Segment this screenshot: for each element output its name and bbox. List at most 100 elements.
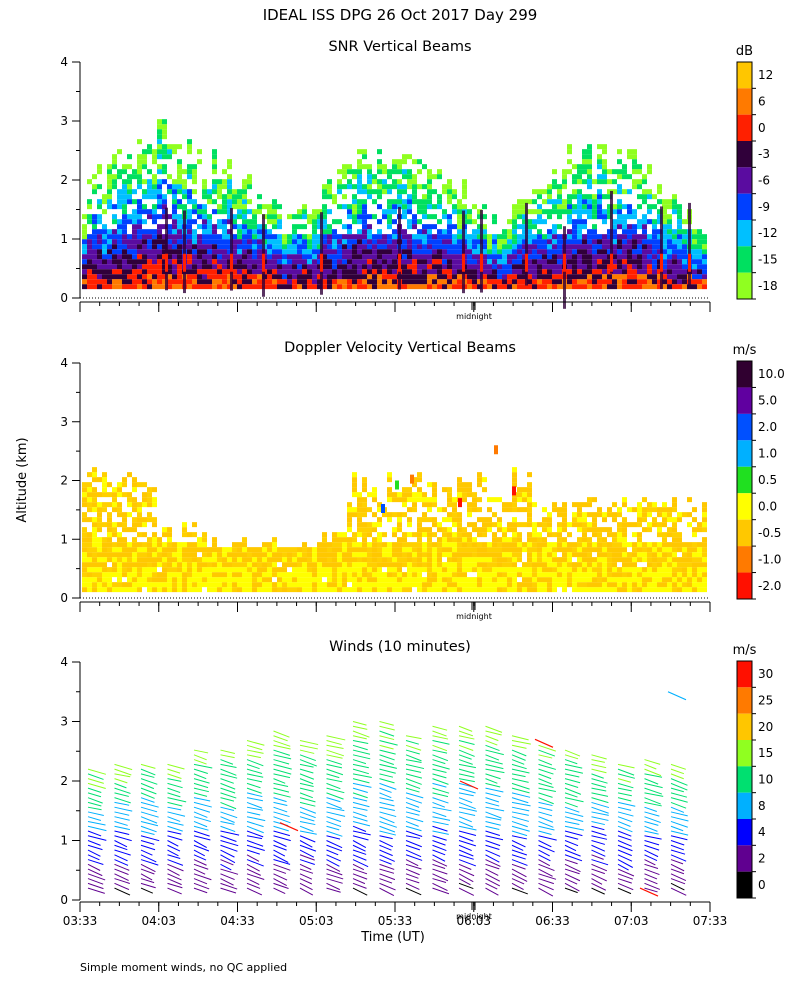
heatmap-cell	[337, 279, 342, 284]
heatmap-cell	[367, 577, 372, 582]
heatmap-cell	[432, 567, 437, 572]
heatmap-cell	[247, 577, 252, 582]
wind-barb	[300, 769, 313, 773]
heatmap-cell	[467, 537, 472, 542]
heatmap-cell	[317, 577, 322, 582]
heatmap-cell	[447, 199, 452, 204]
heatmap-cell	[582, 547, 587, 552]
heatmap-cell	[197, 542, 202, 547]
wind-barb	[565, 769, 583, 773]
heatmap-cell	[427, 259, 432, 264]
y-tick-label: 2	[60, 173, 68, 187]
heatmap-cell	[687, 522, 692, 527]
heatmap-cell	[612, 537, 617, 542]
heatmap-cell	[97, 239, 102, 244]
heatmap-cell	[467, 249, 472, 254]
heatmap-cell	[512, 229, 517, 234]
heatmap-cell	[502, 284, 507, 289]
heatmap-cell	[617, 587, 622, 592]
heatmap-cell	[202, 577, 207, 582]
heatmap-cell	[192, 199, 197, 204]
heatmap-cell	[602, 169, 607, 174]
heatmap-cell	[672, 502, 677, 507]
heatmap-cell	[602, 542, 607, 547]
heatmap-cell	[142, 497, 147, 502]
heatmap-cell	[337, 249, 342, 254]
wind-barb	[592, 845, 605, 851]
heatmap-cell	[107, 587, 112, 592]
heatmap-cell	[337, 542, 342, 547]
heatmap-cell	[407, 249, 412, 254]
heatmap-cell	[682, 249, 687, 254]
heatmap-cell	[477, 567, 482, 572]
heatmap-cell	[312, 244, 317, 249]
heatmap-cell	[82, 587, 87, 592]
heatmap-cell	[607, 577, 612, 582]
heatmap-cell	[182, 582, 187, 587]
heatmap-cell	[127, 512, 132, 517]
heatmap-cell	[587, 562, 592, 567]
heatmap-cell	[582, 169, 587, 174]
heatmap-cell	[652, 229, 657, 234]
heatmap-cell	[492, 532, 497, 537]
heatmap-cell	[127, 214, 132, 219]
heatmap-cell	[487, 562, 492, 567]
heatmap-cell	[422, 214, 427, 219]
heatmap-cell	[587, 264, 592, 269]
heatmap-cell	[252, 274, 257, 279]
heatmap-cell	[347, 179, 352, 184]
heatmap-cell	[137, 159, 142, 164]
heatmap-cell	[382, 244, 387, 249]
wind-barb	[539, 850, 550, 856]
heatmap-cell	[507, 557, 512, 562]
heatmap-cell	[227, 567, 232, 572]
heatmap-cell	[642, 269, 647, 274]
heatmap-cell	[672, 234, 677, 239]
heatmap-cell	[127, 542, 132, 547]
heatmap-cell	[122, 269, 127, 274]
heatmap-cell	[452, 224, 457, 229]
heatmap-cell	[642, 527, 647, 532]
heatmap-cell	[372, 587, 377, 592]
heatmap-cell	[462, 572, 467, 577]
heatmap-cell	[342, 542, 347, 547]
heatmap-cell	[172, 234, 177, 239]
heatmap-cell	[102, 582, 107, 587]
heatmap-cell	[207, 194, 212, 199]
heatmap-cell	[452, 269, 457, 274]
wind-barb	[247, 764, 260, 768]
heatmap-cell	[607, 567, 612, 572]
heatmap-cell	[142, 532, 147, 537]
heatmap-cell	[417, 204, 422, 209]
heatmap-cell	[392, 239, 397, 244]
heatmap-cell	[637, 184, 642, 189]
wind-barb	[88, 826, 106, 830]
heatmap-cell	[157, 264, 162, 269]
heatmap-cell	[427, 527, 432, 532]
heatmap-cell	[397, 537, 402, 542]
heatmap-cell	[572, 502, 577, 507]
heatmap-cell	[557, 582, 562, 587]
heatmap-cell	[697, 527, 702, 532]
heatmap-cell	[367, 274, 372, 279]
heatmap-cell	[212, 567, 217, 572]
wind-barb	[88, 783, 106, 788]
heatmap-cell	[332, 547, 337, 552]
heatmap-cell	[542, 557, 547, 562]
heatmap-cell	[362, 229, 367, 234]
heatmap-cell	[417, 472, 422, 477]
wind-barb	[592, 783, 606, 787]
wind-barb	[486, 769, 505, 773]
heatmap-cell	[217, 259, 222, 264]
heatmap-cell	[457, 224, 462, 229]
heatmap-cell	[417, 477, 422, 482]
heatmap-cell	[462, 542, 467, 547]
heatmap-cell	[492, 567, 497, 572]
heatmap-cell	[417, 537, 422, 542]
heatmap-cell	[577, 249, 582, 254]
heatmap-cell	[497, 239, 502, 244]
wind-barb	[406, 845, 420, 850]
wind-barb	[380, 860, 392, 865]
heatmap-cell	[552, 502, 557, 507]
heatmap-cell	[587, 244, 592, 249]
